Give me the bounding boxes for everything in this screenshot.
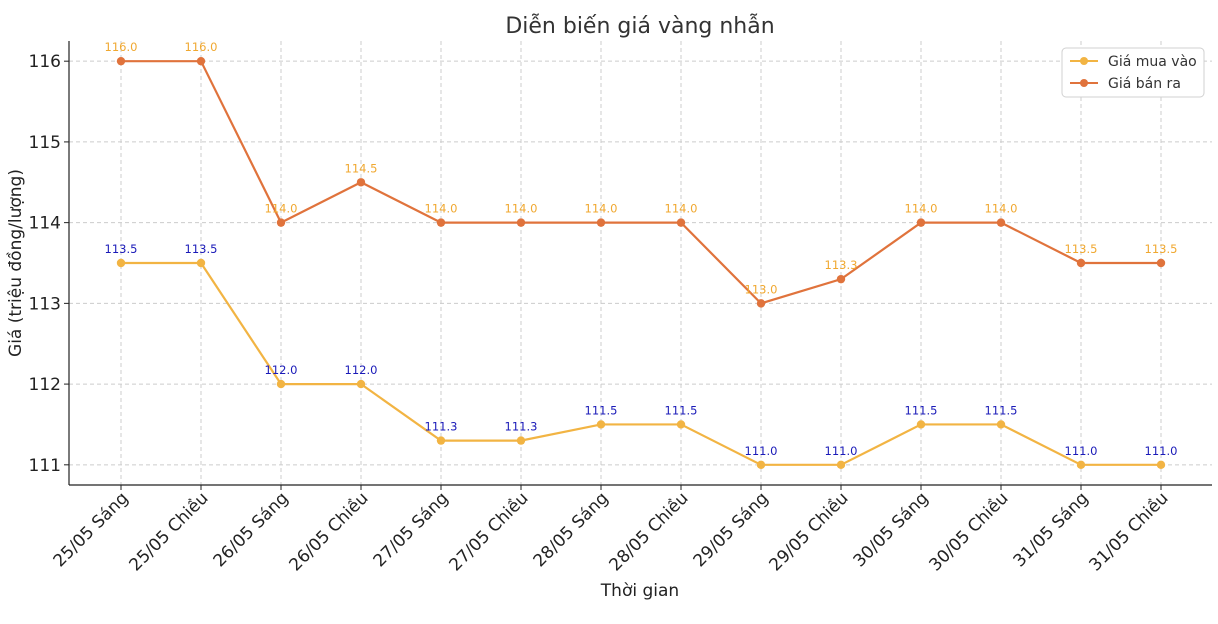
data-point (436, 436, 446, 445)
data-point (996, 420, 1006, 429)
data-label: 112.0 (265, 363, 298, 377)
data-label: 113.5 (1065, 242, 1098, 256)
data-label: 111.0 (1065, 444, 1098, 458)
data-label: 111.5 (905, 403, 938, 417)
y-tick-label: 112 (29, 375, 61, 395)
y-tick-label: 115 (29, 133, 61, 153)
data-label: 114.0 (905, 202, 938, 216)
x-tick-label: 28/05 Chiều (605, 488, 693, 576)
data-point (436, 218, 446, 227)
grid (69, 41, 1212, 485)
legend-label-sell: Giá bán ra (1108, 76, 1181, 92)
data-point (676, 420, 686, 429)
data-label: 116.0 (185, 40, 218, 54)
data-label: 114.0 (985, 202, 1018, 216)
data-labels: 113.5 113.5 112.0 112.0 111.3 111.3 111.5 111.5… (105, 40, 1178, 458)
x-tick-label: 29/05 Sáng (690, 488, 773, 571)
data-label: 111.5 (985, 403, 1018, 417)
y-tick-label: 114 (29, 214, 61, 234)
data-point (756, 299, 766, 308)
data-label: 113.5 (105, 242, 138, 256)
series (116, 56, 1166, 470)
y-tick-label: 116 (29, 52, 61, 72)
data-point (1156, 258, 1166, 268)
data-point (756, 460, 766, 470)
data-point (1156, 460, 1166, 470)
data-label: 113.5 (1145, 242, 1178, 256)
data-point (356, 178, 366, 187)
data-label: 114.0 (505, 202, 538, 216)
data-label: 112.0 (345, 363, 378, 377)
data-point (1076, 258, 1086, 268)
data-point (516, 436, 526, 445)
data-point (916, 218, 926, 227)
y-axis-label: Giá (triệu đồng/lượng) (5, 169, 26, 357)
data-point (116, 56, 126, 66)
y-tick-label: 111 (29, 456, 61, 476)
data-label: 111.5 (585, 403, 618, 417)
data-label: 111.0 (745, 444, 778, 458)
data-point (596, 218, 606, 227)
x-tick-label: 25/05 Sáng (50, 488, 133, 571)
data-point (276, 379, 286, 389)
data-label: 116.0 (105, 40, 138, 54)
x-tick-label: 27/05 Chiều (445, 488, 533, 576)
data-point (116, 258, 126, 268)
x-tick-label: 30/05 Sáng (850, 488, 933, 571)
x-tick-label: 31/05 Sáng (1010, 488, 1093, 571)
data-label: 111.0 (825, 444, 858, 458)
legend-label-buy: Giá mua vào (1108, 54, 1197, 70)
legend: Giá mua vào Giá bán ra (1061, 47, 1205, 98)
data-label: 113.5 (185, 242, 218, 256)
data-point (836, 460, 846, 470)
x-tick-label: 25/05 Chiều (125, 488, 213, 576)
data-point (196, 258, 206, 268)
x-tick-label: 29/05 Chiều (765, 488, 853, 576)
data-point (596, 420, 606, 429)
data-label: 114.0 (425, 202, 458, 216)
data-label: 114.0 (265, 202, 298, 216)
data-point (916, 420, 926, 429)
data-label: 113.0 (745, 282, 778, 296)
data-label: 114.0 (665, 202, 698, 216)
series-line-0 (121, 261, 1161, 466)
x-tick-label: 28/05 Sáng (530, 488, 613, 571)
x-tick-label: 30/05 Chiều (925, 488, 1013, 576)
data-point (196, 56, 206, 66)
chart-title: Diễn biến giá vàng nhẫn (505, 13, 774, 39)
y-tick-label: 113 (29, 294, 61, 314)
data-point (996, 218, 1006, 227)
x-tick-label: 31/05 Chiều (1085, 488, 1173, 576)
data-label: 111.3 (505, 420, 538, 434)
data-label: 111.5 (665, 403, 698, 417)
legend-marker-buy (1080, 57, 1088, 65)
data-label: 111.0 (1145, 444, 1178, 458)
data-point (1076, 460, 1086, 470)
x-tick-label: 26/05 Sáng (210, 488, 293, 571)
data-point (836, 274, 846, 284)
data-label: 113.3 (825, 258, 858, 272)
x-tick-label: 27/05 Sáng (370, 488, 453, 571)
x-axis-label: Thời gian (600, 581, 679, 601)
data-point (516, 218, 526, 227)
data-label: 114.0 (585, 202, 618, 216)
x-tick-label: 26/05 Chiều (285, 488, 373, 576)
data-label: 114.5 (345, 161, 378, 175)
data-point (356, 379, 366, 389)
legend-marker-sell (1080, 79, 1088, 87)
series-line-1 (121, 60, 1161, 305)
data-point (676, 218, 686, 227)
data-point (276, 218, 286, 227)
data-label: 111.3 (425, 420, 458, 434)
